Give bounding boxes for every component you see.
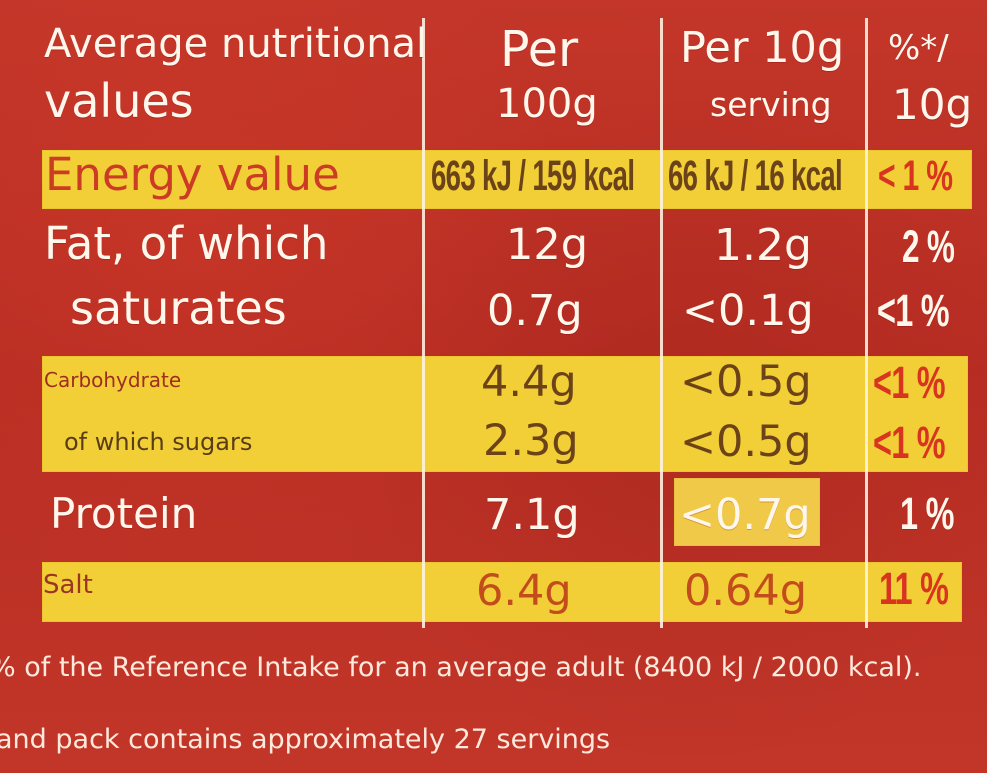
saturates-per10g: <0.1g [682,286,814,336]
sugars-per10g: <0.5g [680,417,812,467]
salt-row-highlight [42,562,962,622]
column-divider-2 [660,18,663,628]
saturates-per100g: 0.7g [487,286,583,336]
carbohydrate-per100g: 4.4g [481,357,577,407]
protein-ri: 1 % [900,488,954,539]
sugars-ri: <1 % [873,417,946,468]
header-per100-line1: Per [500,21,579,78]
protein-label: Protein [50,489,198,538]
fat-per100g: 12g [506,220,589,270]
energy-per100g: 663 kJ / 159 kcal [431,152,635,200]
salt-per100g: 6.4g [476,566,572,616]
header-perserving-line1: Per 10g [680,23,845,73]
fat-ri: 2 % [902,221,955,272]
reference-intake-note: % of the Reference Intake for an average… [0,652,922,683]
header-label-line1: Average nutritional [44,21,428,67]
salt-label: Salt [43,570,93,600]
fat-per10g: 1.2g [714,220,812,271]
header-per100-line2: 100g [496,81,598,127]
carbohydrate-rows-highlight [42,356,968,472]
salt-ri: 11 % [879,563,949,614]
header-label-line2: values [44,74,194,128]
sugars-label: of which sugars [64,428,253,456]
protein-value-highlight [674,478,820,546]
energy-per10g: 66 kJ / 16 kcal [668,152,843,200]
column-divider-1 [422,18,425,628]
header-ri-line1: %*/ [888,28,949,68]
saturates-label: saturates [70,281,287,335]
servings-note: and pack contains approximately 27 servi… [0,724,611,755]
column-divider-3 [865,18,868,628]
energy-label: Energy value [45,148,340,201]
protein-per100g: 7.1g [484,490,580,540]
fat-label: Fat, of which [44,217,329,270]
sugars-per100g: 2.3g [483,416,579,466]
energy-row-highlight [42,150,972,209]
carbohydrate-label: Carbohydrate [44,368,182,392]
energy-ri: < 1 % [878,152,953,200]
header-ri-line2: 10g [892,80,973,129]
carbohydrate-ri: <1 % [873,357,946,408]
salt-per10g: 0.64g [684,566,808,616]
carbohydrate-per10g: <0.5g [680,357,812,407]
header-perserving-line2: serving [710,85,832,124]
protein-per10g: <0.7g [679,490,811,540]
saturates-ri: <1 % [877,285,950,336]
